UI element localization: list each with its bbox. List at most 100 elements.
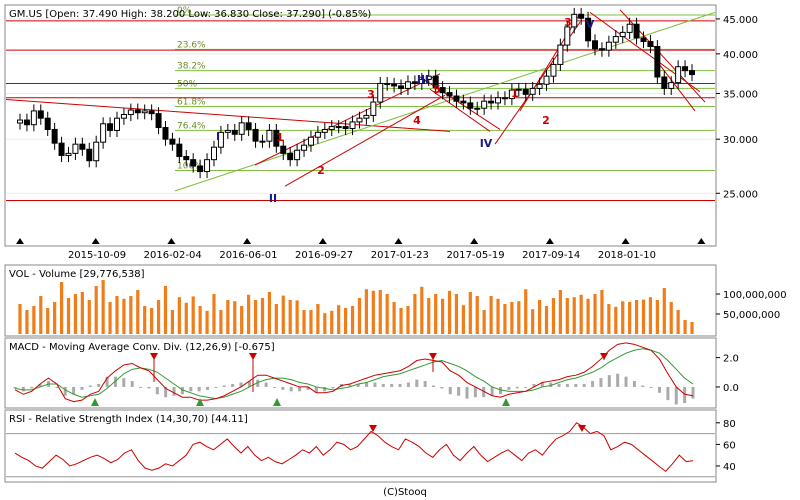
volume-bar — [517, 301, 521, 334]
candle-body — [120, 114, 127, 119]
macd-histogram-bar — [490, 386, 494, 396]
price-y-tick-label: 45.000 — [723, 15, 758, 26]
macd-histogram-bar — [331, 386, 335, 389]
candle-body — [418, 78, 425, 84]
macd-histogram-bar — [540, 382, 544, 387]
volume-bar — [572, 297, 576, 334]
volume-bar — [25, 310, 29, 334]
volume-bar — [558, 290, 562, 334]
volume-bar — [537, 300, 542, 334]
price-y-tick-label: 25.000 — [723, 189, 758, 200]
volume-bar — [579, 294, 583, 334]
volume-bar — [94, 286, 98, 334]
volume-bar — [156, 300, 161, 334]
macd-histogram-bar — [122, 378, 126, 387]
volume-bar — [274, 304, 278, 334]
trend-line — [5, 98, 451, 132]
volume-header: VOL - Volume [29,776,538] — [9, 269, 145, 280]
candle-body — [44, 117, 51, 130]
candle-body — [633, 23, 640, 39]
candle-body — [515, 88, 522, 91]
macd-histogram-bar — [565, 384, 569, 387]
date-tick-label: 2016-06-01 — [219, 250, 277, 261]
volume-bar — [53, 302, 57, 334]
volume-bar — [524, 289, 528, 334]
candle-body — [37, 110, 44, 119]
macd-histogram-bar — [139, 386, 143, 388]
volume-bar — [350, 306, 355, 334]
volume-bar — [240, 306, 244, 334]
macd-header: MACD - Moving Average Conv. Div. (12,26,… — [9, 342, 275, 353]
volume-bar — [593, 294, 597, 334]
volume-bar — [600, 290, 604, 334]
volume-bar — [357, 298, 362, 334]
date-marker-triangle — [16, 238, 24, 244]
candle-body — [335, 126, 342, 129]
candle-body — [127, 109, 134, 116]
volume-bar — [586, 298, 590, 334]
trend-line — [429, 88, 491, 132]
candle-body — [508, 89, 515, 100]
candle-body — [287, 152, 294, 161]
candle-body — [86, 148, 93, 162]
volume-bar — [170, 310, 175, 334]
candle-body — [598, 48, 605, 51]
wave-label-red: 5 — [433, 83, 441, 96]
volume-bar — [205, 310, 209, 334]
candle-body — [592, 40, 599, 50]
candle-body — [495, 97, 502, 104]
candle-body — [453, 95, 460, 102]
macd-histogram-bar — [113, 376, 117, 387]
macd-histogram-bar — [80, 386, 84, 390]
macd-histogram-bar — [63, 386, 67, 396]
candle-body — [460, 100, 467, 104]
fib-level-label: 38.2% — [177, 62, 206, 72]
volume-bar — [621, 301, 625, 334]
date-tick-label: 2016-02-04 — [144, 250, 202, 261]
macd-histogram-bar — [666, 386, 670, 401]
volume-bar — [115, 296, 119, 334]
volume-bar — [253, 300, 258, 334]
macd-histogram-bar — [356, 384, 360, 387]
fib-level-label: 50% — [177, 79, 197, 89]
volume-bar — [247, 294, 251, 334]
candle-body — [141, 110, 148, 114]
macd-histogram-bar — [658, 386, 662, 393]
candle-body — [23, 119, 30, 126]
wave-label-red: 1 — [511, 87, 519, 100]
macd-histogram-bar — [473, 386, 477, 398]
macd-histogram-bar — [289, 386, 293, 392]
candle-body — [488, 100, 495, 104]
candle-body — [675, 66, 682, 84]
macd-histogram-bar — [88, 385, 92, 387]
volume-bar — [434, 294, 438, 334]
date-marker-triangle — [167, 238, 176, 244]
volume-bar — [468, 292, 472, 334]
volume-bar — [66, 298, 71, 334]
volume-bar — [669, 302, 673, 334]
volume-bar — [177, 297, 181, 334]
volume-bar — [565, 298, 569, 334]
candle-body — [266, 129, 273, 142]
macd-histogram-bar — [532, 384, 536, 387]
candle-body — [619, 31, 626, 38]
candle-body — [294, 149, 301, 161]
candle-body — [190, 159, 197, 167]
candle-body — [467, 102, 474, 109]
price-y-tick-label: 35.000 — [723, 89, 758, 100]
volume-bar — [39, 296, 43, 334]
macd-histogram-bar — [180, 386, 184, 395]
macd-histogram-bar — [206, 386, 210, 390]
trend-line — [284, 94, 446, 187]
date-marker-triangle — [394, 238, 403, 244]
date-marker-triangle — [545, 238, 554, 244]
macd-histogram-bar — [172, 386, 176, 396]
candle-body — [529, 87, 536, 95]
rsi-header: RSI - Relative Strength Index (14,30,70)… — [9, 414, 248, 425]
rsi-y-tick-label: 40 — [723, 462, 736, 473]
trend-line — [659, 64, 696, 112]
volume-bar — [683, 320, 687, 334]
volume-bar — [489, 296, 493, 334]
wave-label-blue: V — [586, 18, 595, 31]
